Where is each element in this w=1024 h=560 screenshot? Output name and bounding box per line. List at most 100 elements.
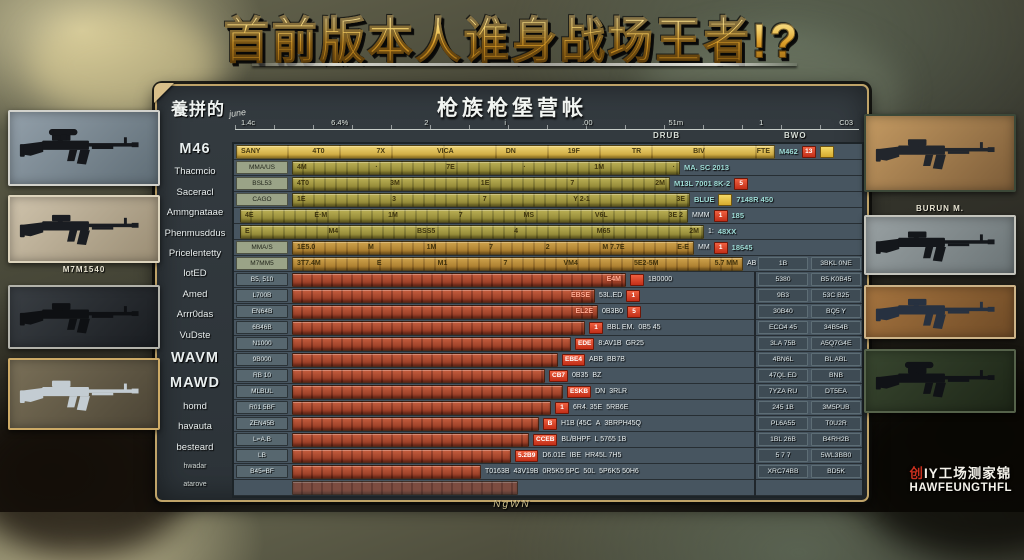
end-label: D6.01E [542,452,566,459]
silver-rifle-icon [19,380,139,411]
end-label [630,273,644,286]
axis-sub-label-right: BWO [784,131,807,140]
end-label: 18645 [731,243,753,252]
carbine-rifle-icon [19,215,139,246]
end-label: 1 [589,321,603,334]
row-chip: L700B [236,289,288,302]
bar-text-segment: 3M [390,180,400,187]
right-value-1: 9B3 [758,289,808,302]
watermark-line2: HAWFEUNGTHFL [909,481,1012,494]
end-label: B [543,417,557,430]
axis-tick-label: 6.4% [331,118,349,127]
row-chip: B5, 510 [236,273,288,286]
bar-text-segment: 2 [545,244,550,251]
end-label: 0B5 45 [638,324,661,331]
weapon-name-label: hwadar [183,463,207,471]
bar-text-segment: 3E 2 [668,212,683,219]
bar-text: 3T7.4M E M1 7 VM4 5E2-5M 5.7 MM [293,260,742,267]
right-value-2: A5Q7G4E [811,337,861,350]
axis-tick-label: .00 [582,118,593,127]
weapon-image [8,195,160,263]
bar-text-segment: · [523,164,526,171]
stat-bar: SANY 4T0 7X VICA DN 19F TR BIV FTE [236,144,775,159]
end-label: BB7B [607,356,625,363]
table-row: MMA/S 1E5.0 M 1M 7 2 M 7.7E E-E MM 1 18645 [234,240,862,256]
bar-text: E M4 BSS5 4 M65 2M [241,228,703,235]
axis-tick-label: 51m [668,118,684,127]
bar-text: 1E 3 7 Y 2-1 3E [293,196,689,203]
bar-text-segment: 4E [245,212,254,219]
table-row: MMA/US 4M · 7E · 1M · MA. SC 2013 [234,160,862,176]
stat-bar [292,384,563,399]
table-row: L700B EBSE 53L.ED 1 9B3 53C B25 [234,288,862,304]
bar-text: EL2E [293,308,597,315]
weapon-image [864,215,1016,275]
stat-bar [292,352,558,367]
stat-bar: EBSE [292,288,595,303]
bar-text: EBSE [293,292,594,299]
right-value-2: B5 K0B45 [811,273,861,286]
table-row: MLBUL ESKB DN 3RLR 7YZA RU DT5EA [234,384,862,400]
weapon-card: M7M1540 [8,195,160,276]
end-label: L 5765 1B [594,436,627,443]
right-value-2: BD5K [811,465,861,478]
bar-text-segment: 2M [655,180,665,187]
weapon-name-label: Saceracl [176,186,214,198]
row-chip: R01 5BF [236,401,288,414]
weapon-name-label: besteard [176,441,214,453]
axis-tick-label: i [504,118,507,127]
bar-text-segment: 3 [392,196,397,203]
end-label: 53L.ED [599,292,623,299]
weapon-name-label: Thacmcio [174,166,216,178]
end-label: BBL EM. [607,324,635,331]
page-title: 首前版本人谁身战场王者!? [0,1,1024,71]
end-label: 1 [555,401,569,414]
left-weapon-column: M7M1540 [8,110,160,430]
bar-text-segment: M1 [437,260,448,267]
table-row: 6B46B 1 BBL EM. 0B5 45 ECO4 45 34B54B [234,320,862,336]
bar-text-segment: EL2E [575,308,593,315]
right-value-1: 245 1B [758,401,808,414]
title-underline [252,63,797,66]
right-value-1: 1BL 26B [758,433,808,446]
axis-ruler: 1.4c 6.4% 2 i .00 51m 1 C03 [235,118,859,130]
bar-text-segment: 7E [446,164,455,171]
bar-text-segment: BSS5 [417,228,436,235]
bar-text-segment: 1E [480,180,490,187]
end-label: 185 [731,211,745,220]
bar-text: 4T0 3M 1E 7 2M [293,180,669,187]
bar-text-segment: 7X [376,148,386,155]
bar-text-segment: 4M [297,164,307,171]
stat-bar [292,464,481,479]
table-row: ZEN45B B H1B (45C A 3BRPH45Q PL6A55 T0U2R [234,416,862,432]
right-value-2: DT5EA [811,385,861,398]
end-label: 50L [583,468,596,475]
right-value-2: BQ5 Y [811,305,861,318]
bar-text-segment: 1E5.0 [297,244,316,251]
bar-text-segment: E [376,260,382,267]
stat-bar: 4E E·M 1M 7 MS V6L 3E 2 [240,208,688,223]
table-row: BSL53 4T0 3M 1E 7 2M M13L 7001 8K-2 5 [234,176,862,192]
row-chip: 9B000 [236,353,288,366]
end-label: 5P6K5 50H6 [599,468,639,475]
end-label: HR45L 7H5 [585,452,622,459]
table-row: N1000 EDE 8:AV1B GR25 3LA 75B A5Q7G4E [234,336,862,352]
weapon-card [8,110,160,186]
table-title: 枪族枪堡营帐 [437,97,587,120]
row-chip: MMA/S [236,241,288,254]
panel-footer-text: NgWN [493,499,531,510]
right-value-1: 47QL ED [758,369,808,382]
end-label: AB [747,260,757,267]
end-label: 8:AV1B [598,340,622,347]
bar-text-segment: 3T7.4M [297,260,321,267]
bar-text: E4M [293,276,625,283]
bar-text: 1E5.0 M 1M 7 2 M 7.7E E-E [293,244,693,251]
weapon-image [864,349,1016,413]
end-label: M462 [779,147,798,156]
row-chip: RB 10 [236,369,288,382]
stat-bar [292,448,511,463]
end-label: EDE [575,337,595,350]
end-label: T0163B [485,468,510,475]
bar-text-segment: SANY [241,148,261,155]
stats-table: SANY 4T0 7X VICA DN 19F TR BIV FTE M462 13 MMA/US 4M… [232,142,864,498]
